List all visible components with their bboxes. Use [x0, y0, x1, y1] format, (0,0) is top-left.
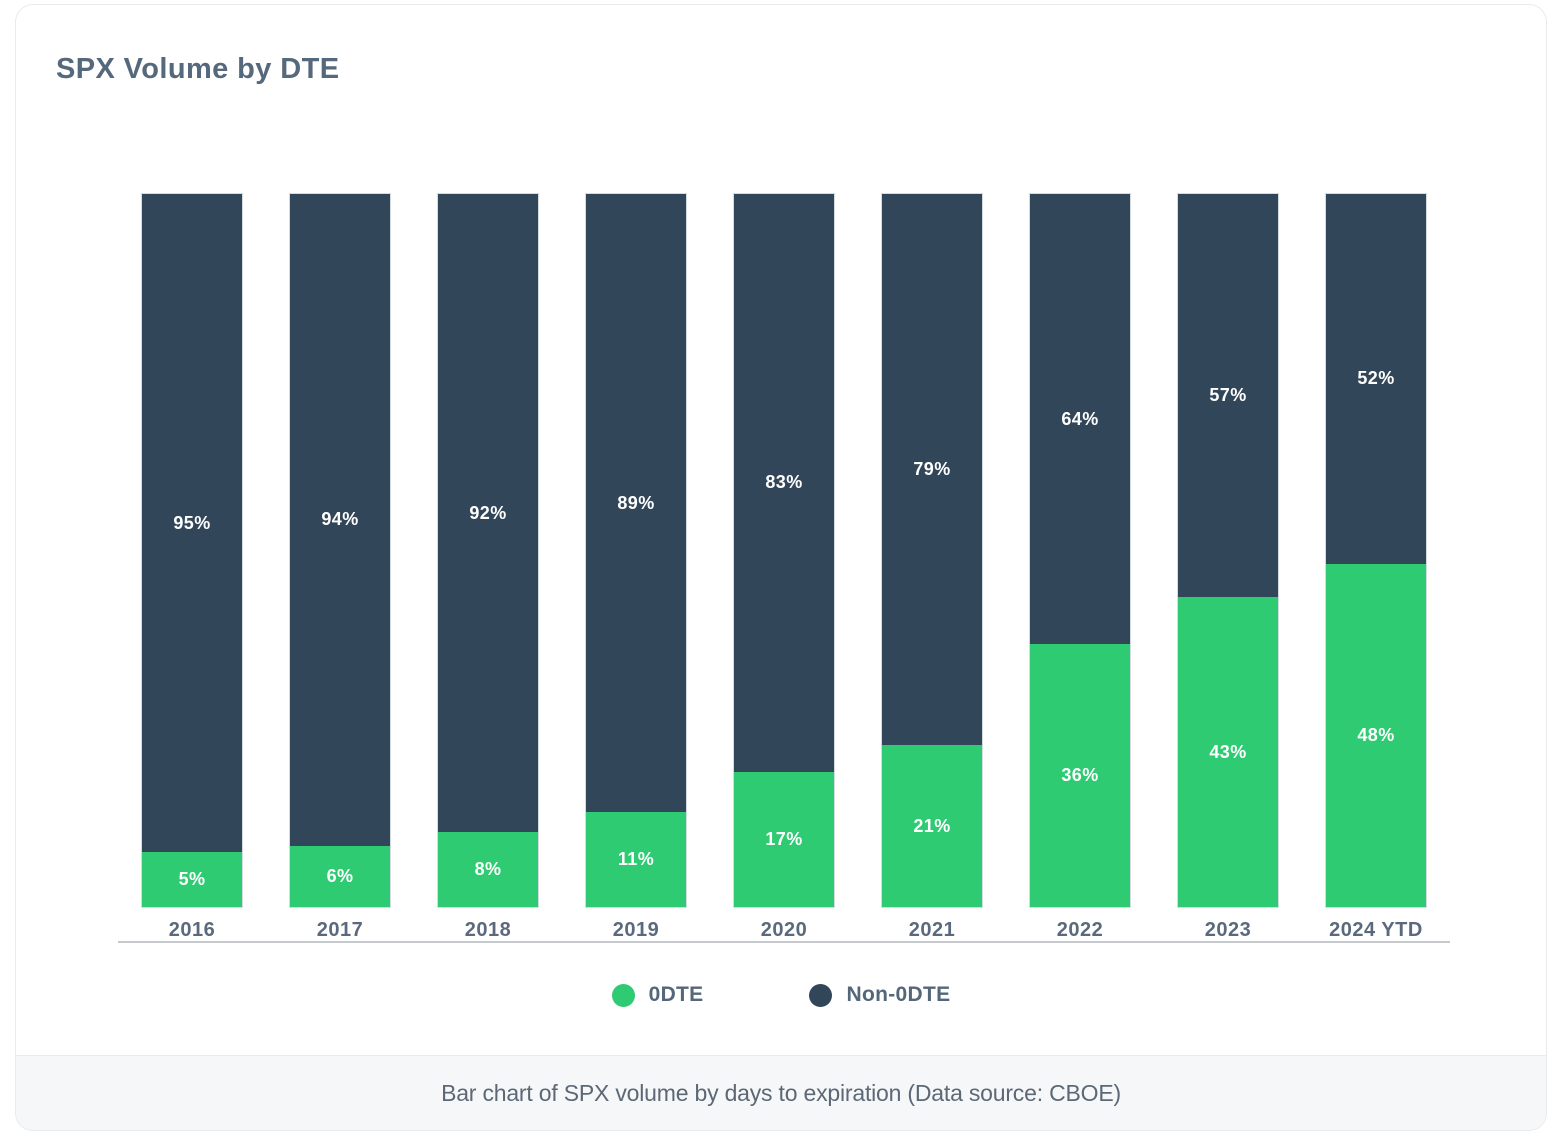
segment-value-label: 52%: [1357, 368, 1395, 389]
segment-value-label: 5%: [178, 869, 206, 890]
x-axis-labels: 2016 2017 2018 2019 2020 2021 2022 2023 2024 YTD: [118, 919, 1450, 942]
stacked-bar-2022[interactable]: 64% 36%: [1030, 194, 1130, 907]
segment-non-0dte[interactable]: 83%: [734, 194, 834, 772]
segment-value-label: 11%: [617, 849, 655, 870]
segment-0dte[interactable]: 21%: [882, 745, 982, 907]
x-axis-line: [118, 941, 1450, 943]
bar-column: 52% 48%: [1302, 194, 1450, 907]
bar-column: 79% 21%: [858, 194, 1006, 907]
segment-non-0dte[interactable]: 94%: [290, 194, 390, 846]
segment-value-label: 21%: [913, 815, 951, 836]
segment-non-0dte[interactable]: 64%: [1030, 194, 1130, 645]
segment-0dte[interactable]: 48%: [1326, 563, 1426, 907]
x-axis-tick-label: 2021: [908, 919, 956, 941]
stacked-bar-2019[interactable]: 89% 11%: [586, 194, 686, 907]
legend-item-odte[interactable]: 0DTE: [611, 983, 704, 1007]
segment-value-label: 17%: [765, 828, 803, 849]
segment-value-label: 94%: [321, 509, 359, 530]
bar-column: 83% 17%: [710, 194, 858, 907]
segment-value-label: 95%: [173, 512, 211, 533]
x-axis-tick-label: 2020: [760, 919, 808, 941]
segment-value-label: 43%: [1209, 741, 1247, 762]
x-axis-tick-label: 2022: [1056, 919, 1104, 941]
bar-column: 64% 36%: [1006, 194, 1154, 907]
stacked-bar-2021[interactable]: 79% 21%: [882, 194, 982, 907]
x-axis-tick-label: 2024 YTD: [1329, 919, 1423, 941]
x-axis-tick-label: 2016: [168, 919, 216, 941]
stacked-bar-2024-ytd[interactable]: 52% 48%: [1326, 194, 1426, 907]
segment-non-0dte[interactable]: 57%: [1178, 194, 1278, 598]
segment-value-label: 6%: [326, 865, 354, 886]
chart-legend: 0DTE Non-0DTE: [16, 983, 1546, 1007]
stacked-bar-2023[interactable]: 57% 43%: [1178, 194, 1278, 907]
bar-column: 95% 5%: [118, 194, 266, 907]
segment-non-0dte[interactable]: 92%: [438, 194, 538, 833]
bars-row: 95% 5% 94% 6% 92% 8% 89% 11% 83% 17% 79% 21% 64% 36% 5…: [118, 194, 1450, 907]
chart-caption: Bar chart of SPX volume by days to expir…: [441, 1079, 1121, 1106]
segment-non-0dte[interactable]: 52%: [1326, 194, 1426, 564]
legend-dot-non-odte-icon: [809, 983, 833, 1007]
plot-area: 95% 5% 94% 6% 92% 8% 89% 11% 83% 17% 79% 21% 64% 36% 5…: [118, 194, 1450, 943]
x-axis-tick-label: 2017: [316, 919, 364, 941]
segment-value-label: 48%: [1357, 724, 1395, 745]
segment-non-0dte[interactable]: 79%: [882, 194, 982, 746]
bar-column: 57% 43%: [1154, 194, 1302, 907]
segment-value-label: 79%: [913, 459, 951, 480]
segment-value-label: 36%: [1061, 765, 1099, 786]
segment-value-label: 83%: [765, 472, 803, 493]
segment-non-0dte[interactable]: 95%: [142, 194, 242, 853]
segment-0dte[interactable]: 11%: [586, 812, 686, 907]
x-axis-tick-label: 2019: [612, 919, 660, 941]
legend-label-odte: 0DTE: [648, 983, 704, 1006]
legend-dot-odte-icon: [611, 983, 635, 1007]
segment-0dte[interactable]: 6%: [290, 845, 390, 907]
segment-value-label: 89%: [617, 492, 655, 513]
bar-column: 94% 6%: [266, 194, 414, 907]
bar-column: 89% 11%: [562, 194, 710, 907]
caption-footer: Bar chart of SPX volume by days to expir…: [16, 1055, 1546, 1130]
segment-0dte[interactable]: 43%: [1178, 597, 1278, 907]
segment-0dte[interactable]: 5%: [142, 852, 242, 907]
chart-title: SPX Volume by DTE: [56, 53, 340, 85]
segment-value-label: 64%: [1061, 408, 1099, 429]
legend-item-non-odte[interactable]: Non-0DTE: [809, 983, 950, 1007]
stacked-bar-2018[interactable]: 92% 8%: [438, 194, 538, 907]
stacked-bar-2020[interactable]: 83% 17%: [734, 194, 834, 907]
x-axis-tick-label: 2018: [464, 919, 512, 941]
stacked-bar-2016[interactable]: 95% 5%: [142, 194, 242, 907]
chart-card: SPX Volume by DTE 95% 5% 94% 6% 92% 8% 89% 11% 8…: [15, 4, 1547, 1131]
segment-value-label: 57%: [1209, 385, 1247, 406]
legend-label-non-odte: Non-0DTE: [846, 983, 951, 1006]
x-axis-tick-label: 2023: [1204, 919, 1252, 941]
segment-0dte[interactable]: 8%: [438, 832, 538, 907]
segment-0dte[interactable]: 17%: [734, 771, 834, 907]
segment-0dte[interactable]: 36%: [1030, 644, 1130, 907]
segment-non-0dte[interactable]: 89%: [586, 194, 686, 813]
stacked-bar-2017[interactable]: 94% 6%: [290, 194, 390, 907]
segment-value-label: 92%: [469, 502, 507, 523]
bar-column: 92% 8%: [414, 194, 562, 907]
segment-value-label: 8%: [474, 859, 502, 880]
